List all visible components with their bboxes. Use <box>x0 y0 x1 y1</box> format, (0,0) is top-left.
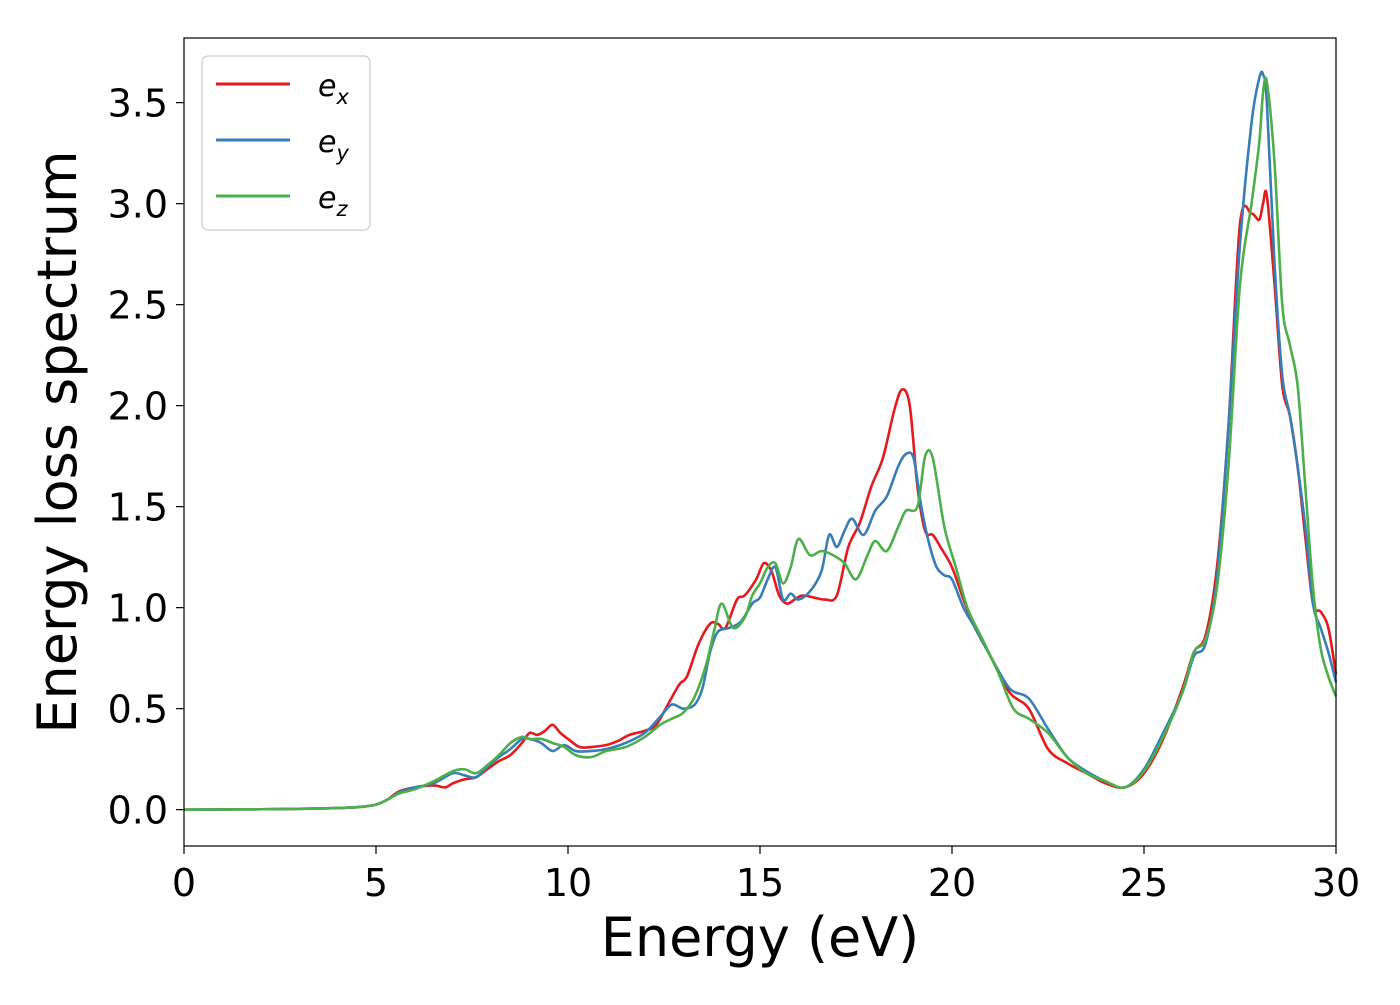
y-tick-label: 2.5 <box>108 284 168 328</box>
legend-box <box>201 55 371 231</box>
y-tick-label: 2.0 <box>108 385 168 429</box>
y-tick-label: 0.5 <box>108 688 168 732</box>
x-axis-title: Energy (eV) <box>601 906 920 969</box>
y-tick-label: 1.5 <box>108 486 168 530</box>
x-tick-label: 5 <box>364 861 388 905</box>
legend: ex ey ez <box>201 55 371 231</box>
series-layer <box>183 70 1338 811</box>
legend-label-y: ey <box>318 125 349 165</box>
y-tick-label: 0.0 <box>108 789 168 833</box>
x-tick-label: 25 <box>1120 861 1168 905</box>
x-tick-label: 30 <box>1312 861 1360 905</box>
y-tick-label: 1.0 <box>108 587 168 631</box>
x-tick-label: 10 <box>544 861 592 905</box>
y-tick-label: 3.0 <box>108 183 168 227</box>
y-axis-ticks: 0.0 0.5 1.0 1.5 2.0 2.5 3.0 3.5 <box>108 82 184 833</box>
y-tick-label: 3.5 <box>108 82 168 126</box>
series-line-y <box>183 70 1338 811</box>
x-axis-ticks: 0 5 10 15 20 25 30 <box>172 846 1360 905</box>
legend-label-x: ex <box>318 69 349 109</box>
legend-label-z: ez <box>318 181 348 221</box>
y-axis-title: Energy loss spectrum <box>26 150 89 733</box>
x-tick-label: 20 <box>928 861 976 905</box>
x-tick-label: 15 <box>736 861 784 905</box>
x-tick-label: 0 <box>172 861 196 905</box>
plot-background <box>184 38 1336 846</box>
series-line-z <box>183 76 1338 811</box>
